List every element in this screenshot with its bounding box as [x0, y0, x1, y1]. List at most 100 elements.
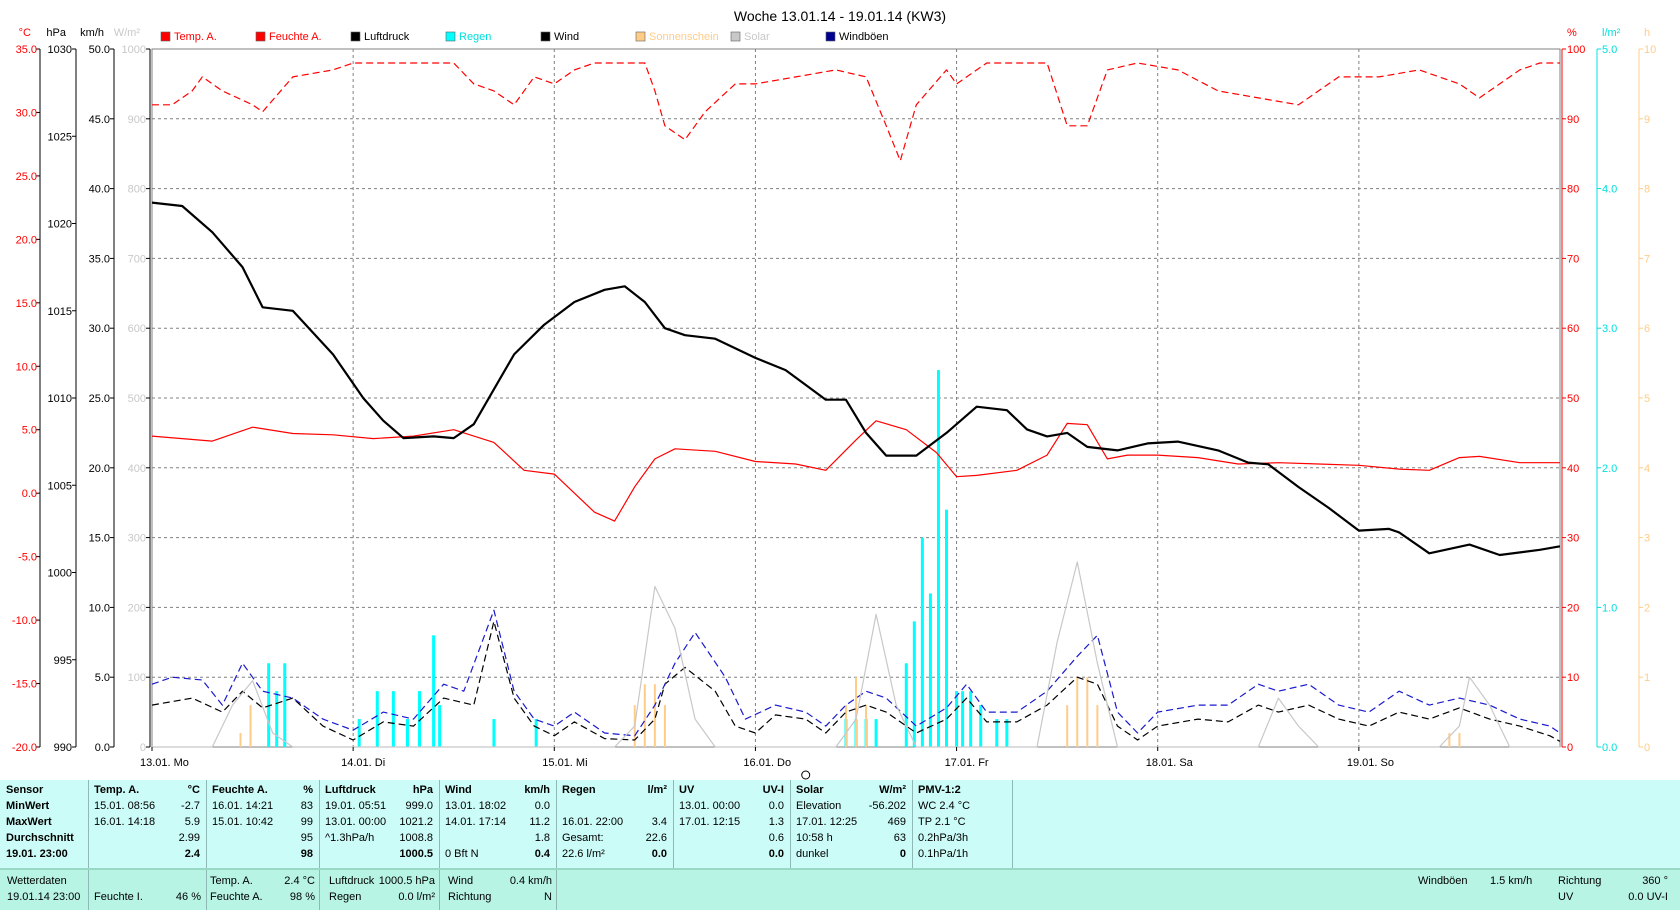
- stats-cell-text: 16.01. 14:21: [212, 800, 274, 812]
- bar-regen: [979, 705, 983, 747]
- legend-label: Sonnenschein: [649, 31, 719, 43]
- temp-tick-label: 20.0: [16, 234, 37, 246]
- footer-richtung2-label: Richtung: [1558, 875, 1602, 887]
- stats-cell-value: 98: [300, 848, 313, 860]
- x-tick-label: 18.01. Sa: [1146, 757, 1194, 769]
- stats-cell-value: 11.2: [529, 816, 550, 828]
- stats-cell-text: 0.2hPa/3h: [918, 832, 969, 844]
- humidity-tick-label: 90: [1567, 114, 1579, 126]
- stats-header-unit: l/m²: [647, 784, 667, 796]
- legend-swatch: [255, 31, 266, 42]
- legend-swatch: [635, 31, 646, 42]
- stats-header-unit: km/h: [524, 784, 550, 796]
- stats-cell-value: 469: [887, 816, 906, 828]
- bar-sonnenschein: [663, 705, 666, 747]
- stats-cell-text: Elevation: [796, 800, 842, 812]
- series-line-temp-a-: [151, 420, 1560, 522]
- series-line-solar: [152, 561, 1560, 748]
- solar-tick-label: 900: [128, 114, 146, 126]
- bar-sonnenschein: [844, 705, 847, 747]
- bar-regen: [874, 719, 878, 747]
- bar-regen: [418, 691, 422, 747]
- stats-cell-value: 2.99: [178, 832, 200, 844]
- footer-uv-label: UV: [1558, 891, 1574, 903]
- legend-swatch: [825, 31, 836, 42]
- weather-chart: Woche 13.01.14 - 19.01.14 (KW3) 35.030.0…: [12, 8, 1656, 780]
- stats-cell-value: 1.3: [768, 816, 784, 828]
- bar-regen: [945, 509, 949, 747]
- stats-header: Temp. A.: [94, 784, 140, 796]
- temp-tick-label: -20.0: [12, 742, 37, 754]
- stats-cell-text: 0.1hPa/1h: [918, 848, 969, 860]
- bar-regen: [961, 691, 965, 747]
- stats-cell-value: 22.6: [645, 832, 667, 844]
- bar-regen: [391, 691, 395, 747]
- stats-header: PMV-1:2: [918, 784, 961, 796]
- chart-title: Woche 13.01.14 - 19.01.14 (KW3): [734, 8, 946, 24]
- stats-cell-value: 3.4: [651, 816, 667, 828]
- bar-regen: [904, 663, 908, 747]
- humidity-tick-label: 70: [1567, 253, 1579, 265]
- stats-cell-text: 13.01. 00:00: [325, 816, 387, 828]
- solar-tick-label: 600: [128, 323, 146, 335]
- legend-swatch: [160, 31, 171, 42]
- stats-column: Wind km/h 13.01. 18:02 0.0 14.01. 17:14 11.2 1…: [439, 780, 557, 868]
- stats-cell-value: 1021.2: [399, 816, 433, 828]
- humidity-tick-label: 60: [1567, 323, 1579, 335]
- bar-regen: [995, 719, 999, 747]
- bar-sonnenschein: [1096, 705, 1099, 747]
- pressure-unit-label: hPa: [46, 27, 66, 39]
- stats-header-unit: °C: [187, 784, 200, 796]
- bar-regen: [492, 719, 496, 747]
- series-line-wind: [151, 620, 1561, 742]
- bar-regen: [438, 705, 442, 747]
- bar-sonnenschein: [1448, 733, 1451, 747]
- footer-richtung-label: Richtung: [448, 891, 492, 903]
- footer-wind-label: Wind: [448, 875, 474, 887]
- sunshine-tick-label: 1: [1644, 672, 1650, 684]
- stats-cell-value: 0.0: [651, 848, 667, 860]
- bar-regen: [920, 537, 924, 747]
- series-line-windb-en: [151, 609, 1561, 737]
- axes: 35.030.025.020.015.010.05.00.0-5.0-10.0-…: [12, 27, 1656, 780]
- bar-regen: [534, 719, 538, 747]
- humidity-tick-label: 0: [1567, 742, 1573, 754]
- footer-feuchte-i-label: Feuchte I.: [94, 891, 143, 903]
- stats-cell-value: 999.0: [405, 800, 433, 812]
- stats-header: Feuchte A.: [212, 784, 268, 796]
- bar-regen: [936, 370, 940, 747]
- x-tick-label: 17.01. Fr: [945, 757, 989, 769]
- footer-richtung2-value: 360 °: [1642, 875, 1668, 887]
- humidity-tick-label: 50: [1567, 393, 1579, 405]
- stats-cell-text: 14.01. 17:14: [445, 816, 507, 828]
- temp-tick-label: 25.0: [16, 171, 37, 183]
- stats-cell-text: 10:58 h: [796, 832, 833, 844]
- time-marker-icon: [801, 770, 811, 780]
- sunshine-tick-label: 10: [1644, 44, 1656, 56]
- pressure-tick-label: 1020: [48, 219, 72, 231]
- stats-cell-value: 99: [300, 816, 313, 828]
- stats-cell-text: 17.01. 12:15: [679, 816, 741, 828]
- legend-label: Luftdruck: [364, 31, 410, 43]
- stats-column: Luftdruck hPa 19.01. 05:51 999.0 13.01. 00:0…: [319, 780, 440, 868]
- humidity-tick-label: 20: [1567, 602, 1579, 614]
- wind-tick-label: 40.0: [89, 184, 110, 196]
- stats-header: Regen: [562, 784, 596, 796]
- stats-cell-value: 0.0: [768, 848, 784, 860]
- footer-col-temp: Temp. A. 2.4 °C Feuchte A. 98 %: [206, 870, 320, 910]
- stats-cell-text: 13.01. 00:00: [679, 800, 741, 812]
- stats-cell-value: 1000.5: [399, 848, 433, 860]
- stats-cell-text: 22.6 l/m²: [562, 848, 605, 860]
- legend: Temp. A. Feuchte A. Luftdruck Regen Wind Sonn…: [160, 31, 889, 43]
- solar-tick-label: 1000: [122, 44, 146, 56]
- bar-regen: [969, 691, 973, 747]
- stats-header-unit: hPa: [412, 784, 433, 796]
- rain-tick-label: 0.0: [1602, 742, 1617, 754]
- footer-windboeen-label: Windböen: [1418, 875, 1468, 887]
- solar-tick-label: 300: [128, 533, 146, 545]
- bar-sonnenschein: [1066, 705, 1069, 747]
- stats-cell-text: 0 Bft N: [445, 848, 479, 860]
- sunshine-tick-label: 2: [1644, 602, 1650, 614]
- stats-header-unit: W/m²: [879, 784, 906, 796]
- footer-col-luftdruck: Luftdruck 1000.5 hPa Regen 0.0 l/m²: [319, 870, 440, 910]
